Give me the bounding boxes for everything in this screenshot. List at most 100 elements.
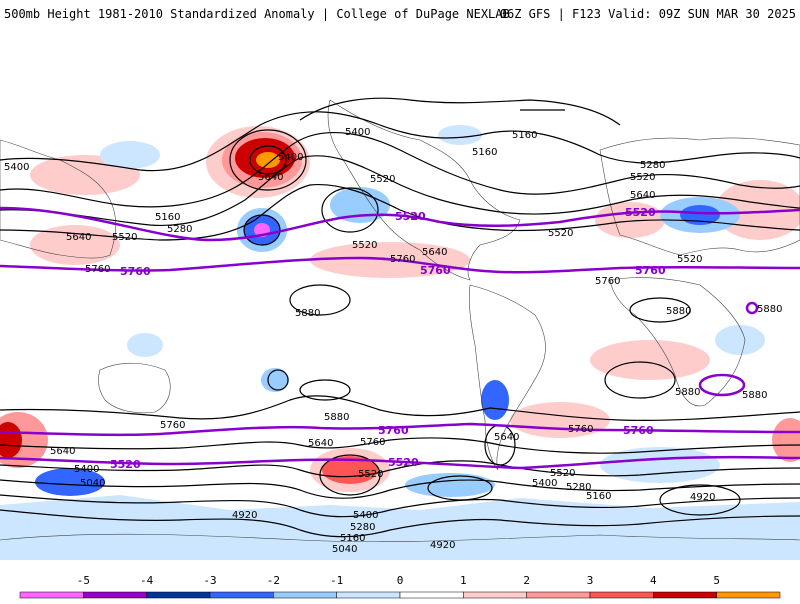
- contour-label: 5160: [155, 212, 180, 223]
- coastline-south-america: [468, 284, 546, 471]
- contour-label: 5760: [85, 264, 110, 275]
- purple-label: 5760: [378, 424, 409, 437]
- contour-label: 5520: [352, 240, 377, 251]
- contour-label: 5040: [80, 478, 105, 489]
- contour-label: 5160: [512, 130, 537, 141]
- run-info: 06Z GFS | F123 Valid: 09Z SUN MAR 30 202…: [499, 7, 796, 21]
- contour-line: [0, 395, 800, 421]
- colorbar-segments: [19, 591, 781, 599]
- purple-contour-5520-south: [0, 455, 800, 470]
- contour-label: 5760: [160, 420, 185, 431]
- coastline-north-america: [327, 99, 521, 281]
- colorbar-tick-label: -5: [77, 574, 90, 587]
- anomaly-blob: [405, 473, 495, 497]
- height-contours: [0, 97, 800, 538]
- contour-label: 5520: [550, 468, 575, 479]
- contour-line: [321, 187, 379, 233]
- anomaly-blob: [510, 402, 610, 438]
- contour-line: [0, 494, 800, 518]
- contour-line: [319, 454, 381, 496]
- contour-label: 5760: [360, 437, 385, 448]
- purple-label: 5520: [625, 206, 656, 219]
- reference-contours: [0, 206, 800, 470]
- contour-label: 5760: [568, 424, 593, 435]
- purple-label: 5760: [623, 424, 654, 437]
- colorbar-segment: [209, 591, 274, 599]
- contour-line: [427, 475, 493, 501]
- colorbar-tick-label: 3: [587, 574, 594, 587]
- contour-label: 5160: [340, 533, 365, 544]
- contour-label: 5640: [308, 438, 333, 449]
- contour-label: 5640: [494, 432, 519, 443]
- contour-line: [0, 183, 800, 241]
- contour-label: 5280: [350, 522, 375, 533]
- purple-contour-ring: [745, 301, 759, 315]
- colorbar-tick-label: -3: [203, 574, 216, 587]
- header: 500mb Height 1981-2010 Standardized Anom…: [0, 0, 800, 28]
- contour-label: 5040: [332, 544, 357, 555]
- contour-label: 5880: [666, 306, 691, 317]
- anomaly-blob: [772, 418, 800, 462]
- contour-label: 5640: [422, 247, 447, 258]
- anomaly-map[interactable]: 5400 5280 5160 5400 5400 5280 5160 5640 …: [0, 40, 800, 560]
- contour-label: 5400: [353, 510, 378, 521]
- contour-label: 5400: [532, 478, 557, 489]
- purple-contour-5760-north: [0, 256, 800, 274]
- contour-line: [0, 460, 800, 478]
- contour-label: 5880: [675, 387, 700, 398]
- contour-label: 5280: [640, 160, 665, 171]
- contour-label: 5640: [50, 446, 75, 457]
- colorbar-segment: [336, 591, 401, 599]
- colorbar-tick-label: 4: [650, 574, 657, 587]
- colorbar-segment: [19, 591, 84, 599]
- contour-label: 4920: [430, 540, 455, 551]
- contour-line: [604, 361, 676, 399]
- anomaly-blob: [438, 125, 482, 145]
- contour-label: 5640: [630, 190, 655, 201]
- coastline-antarctica: [0, 533, 800, 543]
- purple-label: 5760: [420, 264, 451, 277]
- map-svg: 5400 5280 5160 5400 5400 5280 5160 5640 …: [0, 97, 800, 560]
- contour-line: [229, 129, 307, 191]
- colorbar-tick-label: -4: [140, 574, 154, 587]
- contour-line: [299, 379, 351, 401]
- purple-label: 5760: [120, 265, 151, 278]
- contour-label: 5520: [358, 469, 383, 480]
- purple-label: 5520: [395, 210, 426, 223]
- contour-label: 5640: [258, 172, 283, 183]
- contour-label: 5400: [345, 127, 370, 138]
- coastlines: [0, 99, 800, 543]
- anomaly-blob: [100, 141, 160, 169]
- contour-label: 4920: [232, 510, 257, 521]
- colorbar-segment: [399, 591, 464, 599]
- contour-label: 5400: [4, 162, 29, 173]
- contour-line: [629, 297, 691, 323]
- coastline-africa: [609, 277, 746, 407]
- coastline-europe-asia: [599, 137, 800, 256]
- contour-label: 5520: [677, 254, 702, 265]
- colorbar-segment: [273, 591, 337, 599]
- contour-line: [0, 131, 800, 208]
- colorbar-segment: [463, 591, 527, 599]
- contour-label: 5880: [742, 390, 767, 401]
- contour-line: [0, 111, 800, 172]
- contour-label: 5880: [324, 412, 349, 423]
- colorbar-tick-label: 5: [713, 574, 720, 587]
- colorbar-tick-label: 0: [397, 574, 404, 587]
- contour-label: 5760: [390, 254, 415, 265]
- contour-label: 5520: [112, 232, 137, 243]
- anomaly-blob: [256, 152, 280, 168]
- contour-label: 5880: [757, 304, 782, 315]
- colorbar-tick-label: 2: [523, 574, 530, 587]
- contour-line: [0, 479, 800, 499]
- anomaly-blob: [261, 368, 289, 392]
- colorbar-segment: [526, 591, 591, 599]
- contour-line: [243, 214, 281, 246]
- contour-labels: 5400 5280 5160 5400 5400 5280 5160 5640 …: [4, 127, 782, 555]
- contour-label: 5160: [472, 147, 497, 158]
- map-title: 500mb Height 1981-2010 Standardized Anom…: [4, 7, 510, 21]
- anomaly-blob: [590, 340, 710, 380]
- colorbar: -5 -4 -3 -2 -1 0 1 2 3 4 5: [0, 568, 800, 600]
- purple-contour-5760-south: [0, 422, 800, 437]
- contour-line: [659, 484, 741, 516]
